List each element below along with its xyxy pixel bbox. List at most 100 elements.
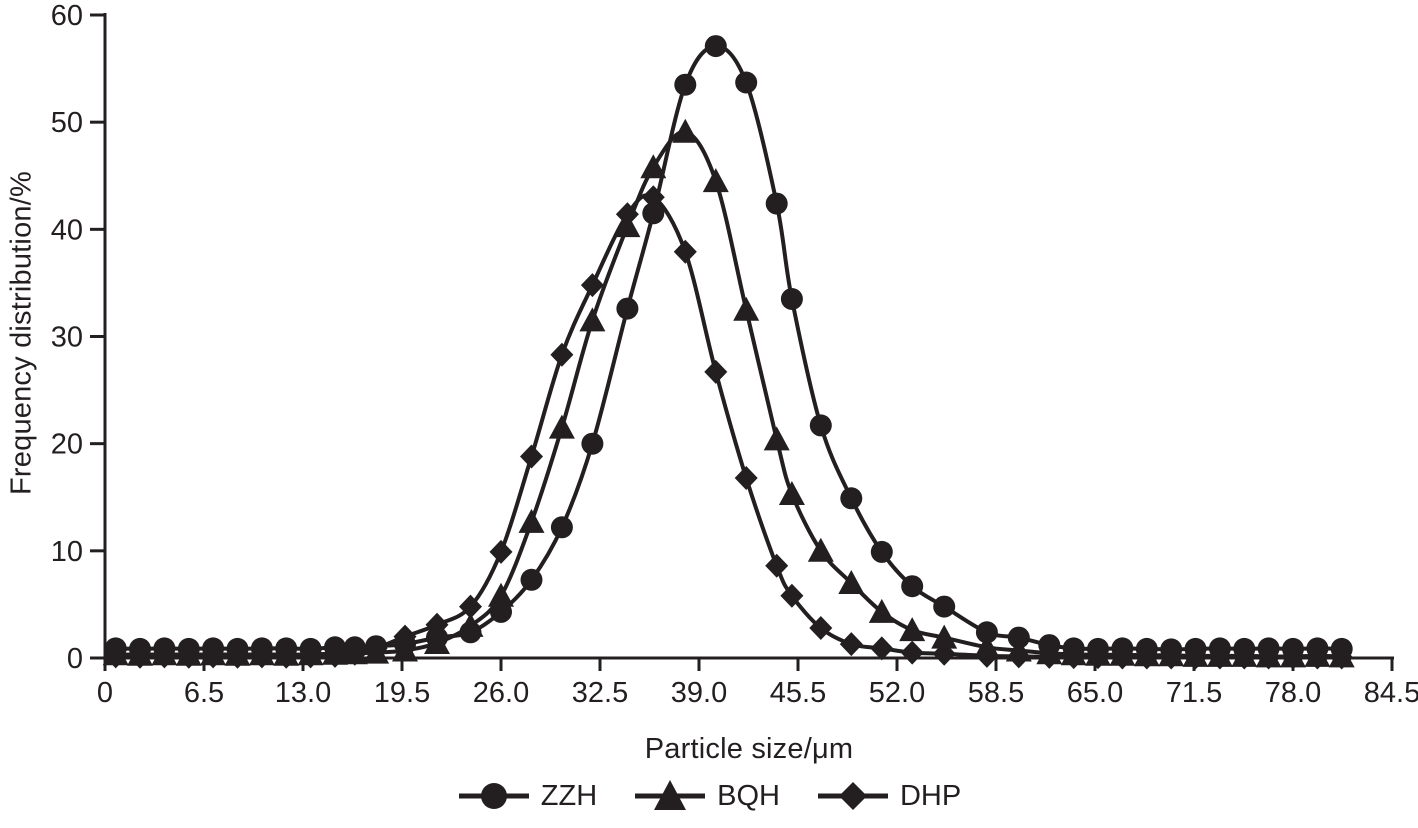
y-axis-title: Frequency distribution/% bbox=[5, 171, 38, 495]
bqh-point-25 bbox=[778, 481, 805, 505]
legend-item-label: DHP bbox=[899, 779, 962, 812]
legend: ZZH BQH DHP bbox=[0, 776, 1418, 816]
zzh-point-30 bbox=[933, 595, 956, 618]
zzh-point-29 bbox=[901, 575, 924, 598]
zzh-point-19 bbox=[616, 297, 639, 320]
dhp-point-28 bbox=[870, 636, 894, 661]
dhp-point-18 bbox=[580, 273, 604, 298]
zzh-point-8 bbox=[299, 637, 322, 660]
y-tick-label-3: 30 bbox=[51, 322, 83, 354]
legend-item-label: ZZH bbox=[540, 779, 598, 812]
zzh-point-12 bbox=[394, 633, 416, 656]
x-tick-label-11: 71.5 bbox=[1166, 677, 1222, 709]
zzh-point-28 bbox=[870, 540, 893, 563]
dhp-point-24 bbox=[765, 553, 789, 578]
zzh-point-0 bbox=[104, 637, 127, 660]
x-tick-label-3: 19.5 bbox=[374, 677, 430, 709]
zzh-point-21 bbox=[674, 73, 697, 96]
zzh-point-7 bbox=[275, 637, 298, 660]
bqh-point-19 bbox=[614, 213, 641, 238]
zzh-point-16 bbox=[520, 568, 543, 591]
dhp-point-25 bbox=[780, 583, 804, 608]
bqh-point-32 bbox=[1005, 637, 1032, 662]
x-tick-label-4: 26.0 bbox=[473, 677, 529, 709]
zzh-point-26 bbox=[809, 414, 832, 437]
zzh-point-13 bbox=[426, 626, 448, 649]
zzh-point-3 bbox=[177, 637, 200, 660]
y-tick-label-6: 60 bbox=[51, 0, 83, 32]
dhp-point-22 bbox=[704, 359, 728, 384]
zzh-point-37 bbox=[1135, 637, 1158, 660]
circle-marker-icon bbox=[458, 783, 529, 809]
zzh-point-1 bbox=[129, 637, 151, 660]
zzh-point-43 bbox=[1282, 637, 1304, 660]
x-axis-title: Particle size/μm bbox=[644, 733, 854, 765]
zzh-point-14 bbox=[459, 621, 482, 644]
zzh-point-39 bbox=[1184, 637, 1207, 660]
zzh-point-2 bbox=[153, 637, 176, 660]
zzh-point-40 bbox=[1208, 637, 1231, 660]
y-tick-label-0: 0 bbox=[67, 643, 83, 675]
legend-item-bqh: BQH bbox=[633, 779, 780, 813]
zzh-point-9 bbox=[324, 636, 346, 659]
zzh-point-4 bbox=[202, 637, 225, 660]
dhp-point-29 bbox=[900, 640, 924, 665]
y-tick-label-1: 10 bbox=[51, 536, 83, 568]
y-tick-label-4: 40 bbox=[51, 214, 83, 246]
dhp-point-17 bbox=[550, 342, 574, 367]
x-tick-label-12: 78.0 bbox=[1265, 677, 1321, 709]
zzh-point-24 bbox=[765, 192, 788, 215]
triangle-marker-icon bbox=[635, 780, 706, 810]
dhp-point-21 bbox=[673, 239, 697, 264]
zzh-point-20 bbox=[642, 202, 665, 225]
zzh-point-22 bbox=[704, 35, 727, 58]
zzh-point-32 bbox=[1007, 626, 1030, 649]
dhp-point-26 bbox=[809, 616, 833, 640]
dhp-point-16 bbox=[520, 444, 543, 469]
series-line-zzh bbox=[113, 44, 1344, 652]
legend-item-dhp: DHP bbox=[816, 779, 961, 813]
y-tick-label-5: 50 bbox=[51, 107, 83, 139]
dhp-point-15 bbox=[489, 539, 513, 564]
zzh-point-23 bbox=[735, 71, 758, 94]
zzh-point-11 bbox=[365, 635, 388, 658]
x-tick-label-13: 84.5 bbox=[1364, 677, 1418, 709]
bqh-point-26 bbox=[807, 537, 834, 562]
y-tick-label-2: 20 bbox=[51, 429, 83, 461]
x-tick-label-0: 0 bbox=[97, 677, 113, 709]
bqh-point-30 bbox=[931, 624, 958, 649]
zzh-point-44 bbox=[1306, 637, 1329, 660]
zzh-point-18 bbox=[581, 432, 604, 455]
bqh-point-15 bbox=[488, 582, 514, 607]
diamond-marker-icon bbox=[817, 782, 888, 810]
x-tick-label-6: 39.0 bbox=[671, 677, 727, 709]
bqh-point-17 bbox=[548, 414, 575, 439]
dhp-point-14 bbox=[459, 594, 482, 619]
bqh-point-23 bbox=[733, 296, 760, 321]
bqh-point-24 bbox=[763, 426, 790, 451]
zzh-point-5 bbox=[226, 637, 249, 660]
bqh-point-21 bbox=[672, 118, 699, 143]
legend-item-label: BQH bbox=[717, 779, 780, 812]
bqh-point-20 bbox=[640, 154, 667, 179]
zzh-point-31 bbox=[975, 621, 998, 644]
zzh-point-45 bbox=[1330, 637, 1353, 660]
bqh-point-22 bbox=[702, 168, 729, 193]
zzh-point-17 bbox=[550, 516, 573, 539]
zzh-point-41 bbox=[1233, 637, 1256, 660]
zzh-point-35 bbox=[1087, 637, 1109, 660]
x-tick-label-7: 45.5 bbox=[770, 677, 826, 709]
x-tick-label-1: 6.5 bbox=[184, 677, 224, 709]
zzh-point-34 bbox=[1062, 637, 1085, 660]
zzh-point-33 bbox=[1038, 634, 1061, 657]
bqh-point-27 bbox=[838, 570, 865, 594]
x-tick-label-10: 65.0 bbox=[1067, 677, 1123, 709]
zzh-point-27 bbox=[840, 487, 863, 510]
zzh-point-10 bbox=[343, 636, 366, 659]
zzh-point-38 bbox=[1160, 638, 1183, 661]
bqh-point-31 bbox=[973, 634, 1000, 659]
bqh-point-28 bbox=[868, 598, 895, 623]
series-line-bqh bbox=[113, 129, 1344, 659]
bqh-point-18 bbox=[579, 307, 606, 332]
